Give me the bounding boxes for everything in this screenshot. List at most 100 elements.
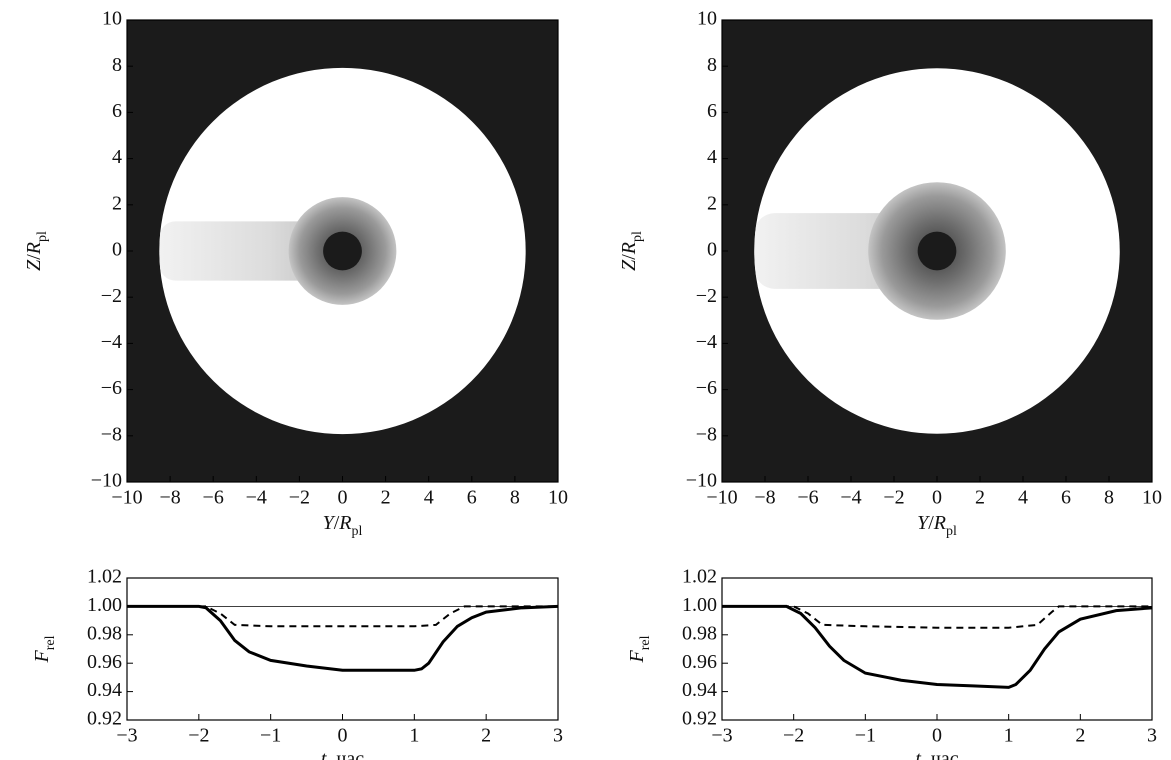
y-tick-label: −6 [101, 377, 122, 399]
x-tick-label: −10 [706, 487, 737, 509]
y-tick-label: −2 [696, 285, 717, 307]
y-tick-label: −4 [101, 331, 122, 353]
label-part: t [915, 748, 921, 760]
x-tick-label: −4 [246, 487, 267, 509]
x-tick-label: 1 [1004, 725, 1014, 747]
x-tick-label: 6 [467, 487, 477, 509]
y-tick-label: −6 [696, 377, 717, 399]
x-tick-label: 2 [975, 487, 985, 509]
y-tick-label: −4 [696, 331, 717, 353]
y-tick-label: 0.96 [682, 651, 717, 673]
label-part: R [23, 242, 45, 255]
axes-frame [126, 577, 559, 721]
y-axis-label: Frel [626, 635, 653, 663]
label-part: Z [618, 259, 640, 271]
label-part: R [618, 242, 640, 255]
planet [917, 231, 957, 271]
solid-line [127, 604, 559, 672]
panel: −10 −8 −6 −4 −2 0 2 4 6 8 10−10−8−6−4−20246810Y/Rp… [23, 8, 568, 539]
x-tick-label: −1 [260, 725, 281, 747]
x-tick-label: −8 [754, 487, 775, 509]
y-tick-label: 0 [707, 239, 717, 261]
label-part: R [338, 512, 351, 534]
x-tick-label: −1 [855, 725, 876, 747]
y-tick-label: 0.94 [87, 679, 122, 701]
label-part: pl [630, 231, 645, 242]
label-part: / [23, 254, 45, 260]
x-tick-label: −2 [188, 725, 209, 747]
panel: −3 −2 −1 0 1 2 3 0.92 0.94 0.96 0.98 1.00 1.02 t, час… [31, 566, 563, 760]
label-part: F [626, 649, 648, 663]
x-tick-label: 8 [510, 487, 520, 509]
label-part: / [334, 512, 340, 534]
label-part: R [933, 512, 946, 534]
y-tick-label: 0.94 [682, 679, 717, 701]
label-part: , час [921, 748, 959, 760]
y-tick-label: 2 [112, 192, 122, 214]
label-part: , час [326, 748, 364, 760]
panel: −3 −2 −1 0 1 2 3 0.92 0.94 0.96 0.98 1.00 1.02 t, час… [626, 566, 1157, 760]
x-tick-label: −2 [289, 487, 310, 509]
y-tick-label: −2 [101, 285, 122, 307]
label-part: pl [352, 524, 363, 539]
y-tick-label: 2 [707, 192, 717, 214]
x-tick-label: −6 [203, 487, 224, 509]
label-part: Z [23, 259, 45, 271]
planet [323, 231, 362, 271]
y-tick-label: 10 [697, 8, 717, 30]
y-tick-label: 8 [707, 54, 717, 76]
x-tick-label: 3 [1147, 725, 1157, 747]
x-tick-label: 8 [1104, 487, 1114, 509]
y-axis-label: Z/Rpl [618, 231, 645, 271]
dashed-line [127, 605, 558, 628]
x-tick-label: 0 [338, 725, 348, 747]
y-tick-label: 4 [112, 146, 122, 168]
y-tick-label: 10 [102, 8, 122, 30]
x-tick-label: −2 [883, 487, 904, 509]
x-tick-label: −6 [797, 487, 818, 509]
x-tick-label: −4 [840, 487, 861, 509]
solid-line [722, 604, 1153, 689]
x-axis-label: Y/Rpl [323, 512, 363, 539]
x-tick-label: −8 [159, 487, 180, 509]
y-tick-label: −10 [91, 470, 122, 492]
y-tick-label: 6 [707, 100, 717, 122]
y-tick-label: −8 [696, 423, 717, 445]
x-tick-label: 6 [1061, 487, 1071, 509]
y-tick-label: 0 [112, 239, 122, 261]
x-tick-label: −3 [116, 725, 137, 747]
label-part: Y [917, 512, 930, 534]
y-tick-label: 0.98 [682, 622, 717, 644]
y-tick-label: 6 [112, 100, 122, 122]
x-tick-label: 1 [409, 725, 419, 747]
x-tick-label: 2 [381, 487, 391, 509]
label-part: Y [323, 512, 336, 534]
label-part: F [31, 649, 53, 663]
label-part: pl [35, 231, 50, 242]
label-part: t [321, 748, 327, 760]
x-axis-label: t, час [321, 748, 364, 760]
label-part: / [618, 254, 640, 260]
y-tick-label: 0.96 [87, 651, 122, 673]
x-tick-label: 0 [338, 487, 348, 509]
x-tick-label: −3 [711, 725, 732, 747]
label-part: rel [638, 635, 653, 650]
label-part: pl [946, 524, 957, 539]
x-axis-label: Y/Rpl [917, 512, 957, 539]
y-tick-label: 4 [707, 146, 717, 168]
x-tick-label: 2 [481, 725, 491, 747]
x-tick-label: 0 [932, 725, 942, 747]
dashed-line [722, 605, 1152, 629]
x-tick-label: 0 [932, 487, 942, 509]
y-tick-label: −8 [101, 423, 122, 445]
y-tick-label: 0.98 [87, 622, 122, 644]
y-tick-label: 1.00 [682, 594, 717, 616]
y-axis-label: Z/Rpl [23, 231, 50, 271]
axes-frame [721, 577, 1153, 721]
y-tick-label: 1.02 [682, 566, 717, 588]
y-tick-label: 0.92 [87, 708, 122, 730]
y-tick-label: 1.02 [87, 566, 122, 588]
x-axis-label: t, час [915, 748, 958, 760]
x-tick-label: 4 [424, 487, 434, 509]
